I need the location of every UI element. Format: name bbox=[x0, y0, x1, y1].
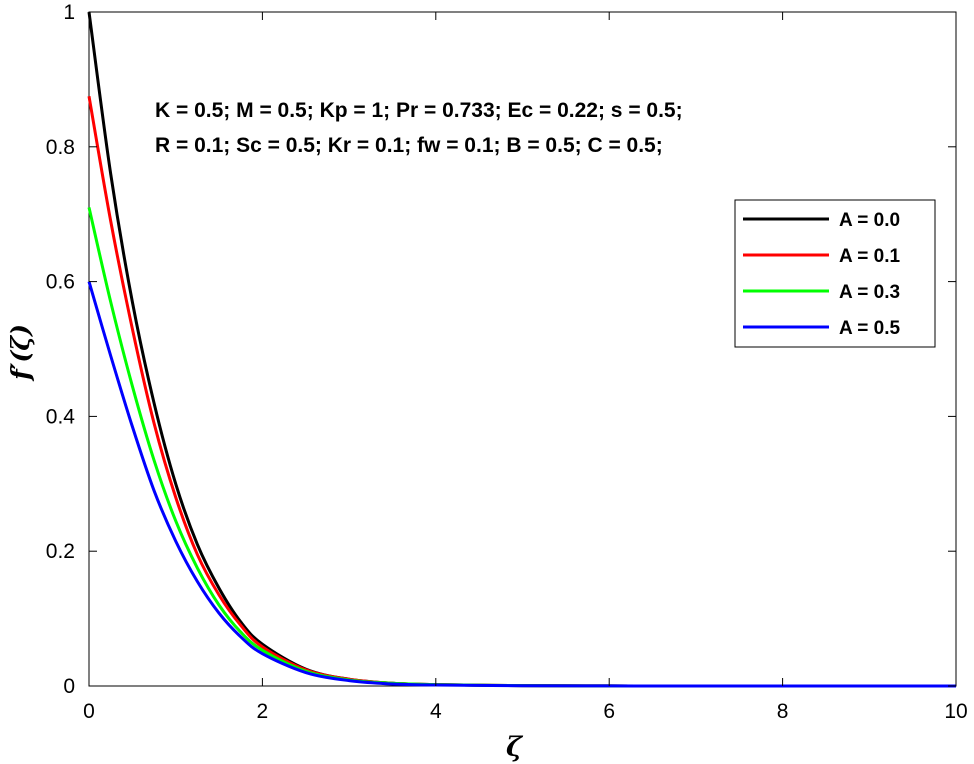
y-axis-label: f′(ζ) bbox=[6, 324, 35, 382]
y-tick-label: 0.6 bbox=[46, 271, 75, 294]
y-tick-label: 0.8 bbox=[46, 136, 75, 159]
series-line-3 bbox=[87, 281, 956, 688]
y-tick-label: 0.4 bbox=[46, 405, 76, 428]
series-layer bbox=[87, 11, 956, 688]
annotation-line-1: K = 0.5; M = 0.5; Kp = 1; Pr = 0.733; Ec… bbox=[155, 99, 683, 122]
y-tick-label: 0.2 bbox=[46, 540, 75, 563]
legend-label-a-0-5: A = 0.5 bbox=[839, 318, 901, 339]
legend-label-a-0-1: A = 0.1 bbox=[839, 246, 901, 267]
x-tick-label: 10 bbox=[944, 700, 967, 723]
x-tick-label: 2 bbox=[257, 700, 269, 723]
plot-area bbox=[88, 11, 957, 687]
x-tick-label: 4 bbox=[430, 700, 442, 723]
legend-box bbox=[734, 199, 936, 348]
x-tick-label: 0 bbox=[83, 700, 95, 723]
x-tick-label: 8 bbox=[777, 700, 789, 723]
legend: A = 0.0 A = 0.1 A = 0.3 A = 0.5 bbox=[734, 199, 936, 348]
annotation-line-2: R = 0.1; Sc = 0.5; Kr = 0.1; fw = 0.1; B… bbox=[155, 134, 663, 157]
legend-label-a-0-3: A = 0.3 bbox=[839, 282, 900, 303]
legend-label-a-0-0: A = 0.0 bbox=[839, 210, 900, 231]
x-tick-label: 6 bbox=[603, 700, 615, 723]
tick-layer: 0 2 4 6 8 10 0 0.2 0.4 0.6 0.8 1 bbox=[46, 1, 968, 723]
y-tick-label: 0 bbox=[63, 675, 75, 698]
y-tick-label: 1 bbox=[63, 1, 75, 24]
x-axis-label: ζ bbox=[506, 732, 524, 763]
